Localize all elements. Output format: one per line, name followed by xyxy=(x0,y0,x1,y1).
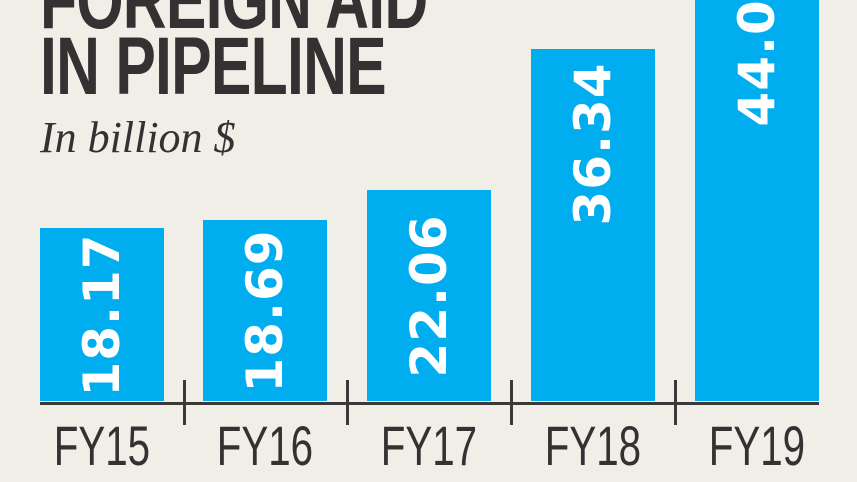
x-label-fy19: FY19 xyxy=(675,418,839,474)
x-axis-line xyxy=(40,402,819,405)
x-label-text: FY16 xyxy=(216,414,314,477)
x-label-fy16: FY16 xyxy=(183,418,347,474)
x-axis-tick xyxy=(346,380,349,425)
title-line-1: FOREIGN AID xyxy=(40,0,428,46)
title-line-2: IN PIPELINE xyxy=(40,21,387,112)
x-label-text: FY19 xyxy=(708,414,806,477)
x-label-text: FY15 xyxy=(53,414,151,477)
x-label-fy15: FY15 xyxy=(20,418,184,474)
x-label-text: FY18 xyxy=(544,414,642,477)
bar-value-label: 44.07 xyxy=(728,0,786,127)
bar-fy16: 18.69 xyxy=(203,220,327,401)
bar-value-label: 18.17 xyxy=(73,232,131,397)
chart-subtitle: In billion $ xyxy=(40,113,236,162)
x-label-fy17: FY17 xyxy=(347,418,511,474)
x-axis-tick xyxy=(183,380,186,425)
bar-value-label: 36.34 xyxy=(564,62,622,226)
x-axis-tick xyxy=(674,380,677,425)
bar-fy15: 18.17 xyxy=(40,228,164,401)
bar-fy18: 36.34 xyxy=(531,49,655,401)
x-axis-tick xyxy=(510,380,513,425)
bar-value-label: 22.06 xyxy=(400,213,458,378)
x-label-fy18: FY18 xyxy=(511,418,675,474)
x-label-text: FY17 xyxy=(380,414,478,477)
bar-fy19: 44.07 xyxy=(695,0,819,401)
bar-fy17: 22.06 xyxy=(367,190,491,401)
bar-value-label: 18.69 xyxy=(236,228,294,393)
